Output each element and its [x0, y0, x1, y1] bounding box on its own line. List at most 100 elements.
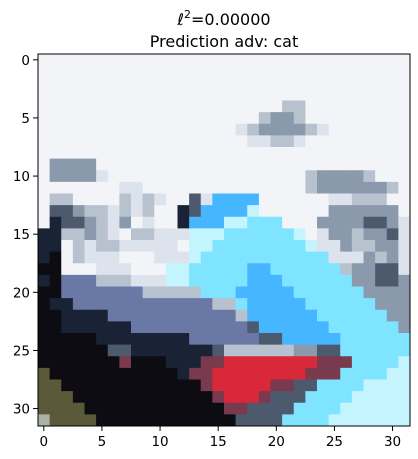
pixel	[96, 251, 109, 264]
pixel	[270, 356, 283, 369]
pixel	[386, 263, 399, 276]
pixel	[154, 65, 167, 78]
pixel	[235, 112, 248, 125]
pixel	[107, 216, 120, 229]
pixel	[270, 88, 283, 101]
pixel	[375, 181, 388, 194]
pixel	[107, 344, 120, 357]
pixel	[38, 344, 51, 357]
pixel	[282, 88, 295, 101]
pixel	[351, 181, 364, 194]
pixel	[224, 298, 237, 311]
pixel	[363, 240, 376, 253]
pixel	[235, 228, 248, 241]
pixel	[142, 298, 155, 311]
pixel	[398, 170, 411, 183]
pixel	[247, 367, 260, 380]
pixel	[351, 251, 364, 264]
pixel	[247, 54, 260, 67]
pixel	[305, 402, 318, 415]
pixel	[38, 135, 51, 148]
pixel	[49, 88, 62, 101]
pixel	[351, 216, 364, 229]
pixel	[305, 379, 318, 392]
pixel	[328, 181, 341, 194]
pixel	[328, 274, 341, 287]
pixel	[131, 298, 144, 311]
pixel	[177, 379, 190, 392]
pixel	[351, 414, 364, 427]
pixel	[328, 112, 341, 125]
pixel	[200, 402, 213, 415]
pixel	[282, 367, 295, 380]
pixel	[328, 228, 341, 241]
pixel	[84, 321, 97, 334]
pixel	[375, 379, 388, 392]
pixel	[328, 216, 341, 229]
pixel	[154, 379, 167, 392]
pixel	[119, 158, 132, 171]
pixel	[247, 356, 260, 369]
pixel	[235, 147, 248, 160]
pixel	[398, 274, 411, 287]
x-tick-label: 5	[98, 434, 107, 450]
pixel	[293, 123, 306, 136]
pixel	[165, 402, 178, 415]
pixel	[386, 170, 399, 183]
pixel	[96, 123, 109, 136]
pixel	[119, 367, 132, 380]
pixel	[375, 286, 388, 299]
pixel	[61, 379, 74, 392]
pixel	[258, 123, 271, 136]
pixel	[119, 77, 132, 90]
pixel	[224, 170, 237, 183]
pixel	[61, 123, 74, 136]
pixel	[61, 147, 74, 160]
y-tick-label: 25	[13, 343, 30, 359]
pixel	[317, 65, 330, 78]
pixel	[282, 147, 295, 160]
pixel	[386, 88, 399, 101]
pixel	[386, 112, 399, 125]
pixel	[72, 216, 85, 229]
pixel	[84, 205, 97, 218]
pixel	[131, 251, 144, 264]
pixel	[224, 123, 237, 136]
pixel	[317, 333, 330, 346]
pixel	[189, 274, 202, 287]
pixel	[282, 123, 295, 136]
pixel	[177, 274, 190, 287]
pixel	[189, 391, 202, 404]
pixel	[305, 344, 318, 357]
pixel	[398, 414, 411, 427]
pixel	[363, 379, 376, 392]
pixel	[72, 228, 85, 241]
pixel	[375, 147, 388, 160]
pixel	[61, 298, 74, 311]
pixel	[177, 402, 190, 415]
pixel	[142, 344, 155, 357]
pixel	[72, 88, 85, 101]
pixel	[293, 228, 306, 241]
pixel	[84, 263, 97, 276]
pixel	[49, 54, 62, 67]
pixel	[224, 88, 237, 101]
pixel	[142, 135, 155, 148]
pixel	[154, 391, 167, 404]
pixel	[293, 286, 306, 299]
pixel	[317, 240, 330, 253]
pixel	[61, 367, 74, 380]
pixel	[107, 298, 120, 311]
pixel	[189, 309, 202, 322]
pixel	[247, 298, 260, 311]
pixel	[247, 379, 260, 392]
pixel	[340, 65, 353, 78]
pixel	[398, 100, 411, 113]
pixel	[72, 158, 85, 171]
pixel	[340, 170, 353, 183]
pixel	[293, 263, 306, 276]
pixel	[386, 402, 399, 415]
pixel	[84, 379, 97, 392]
pixel	[235, 344, 248, 357]
